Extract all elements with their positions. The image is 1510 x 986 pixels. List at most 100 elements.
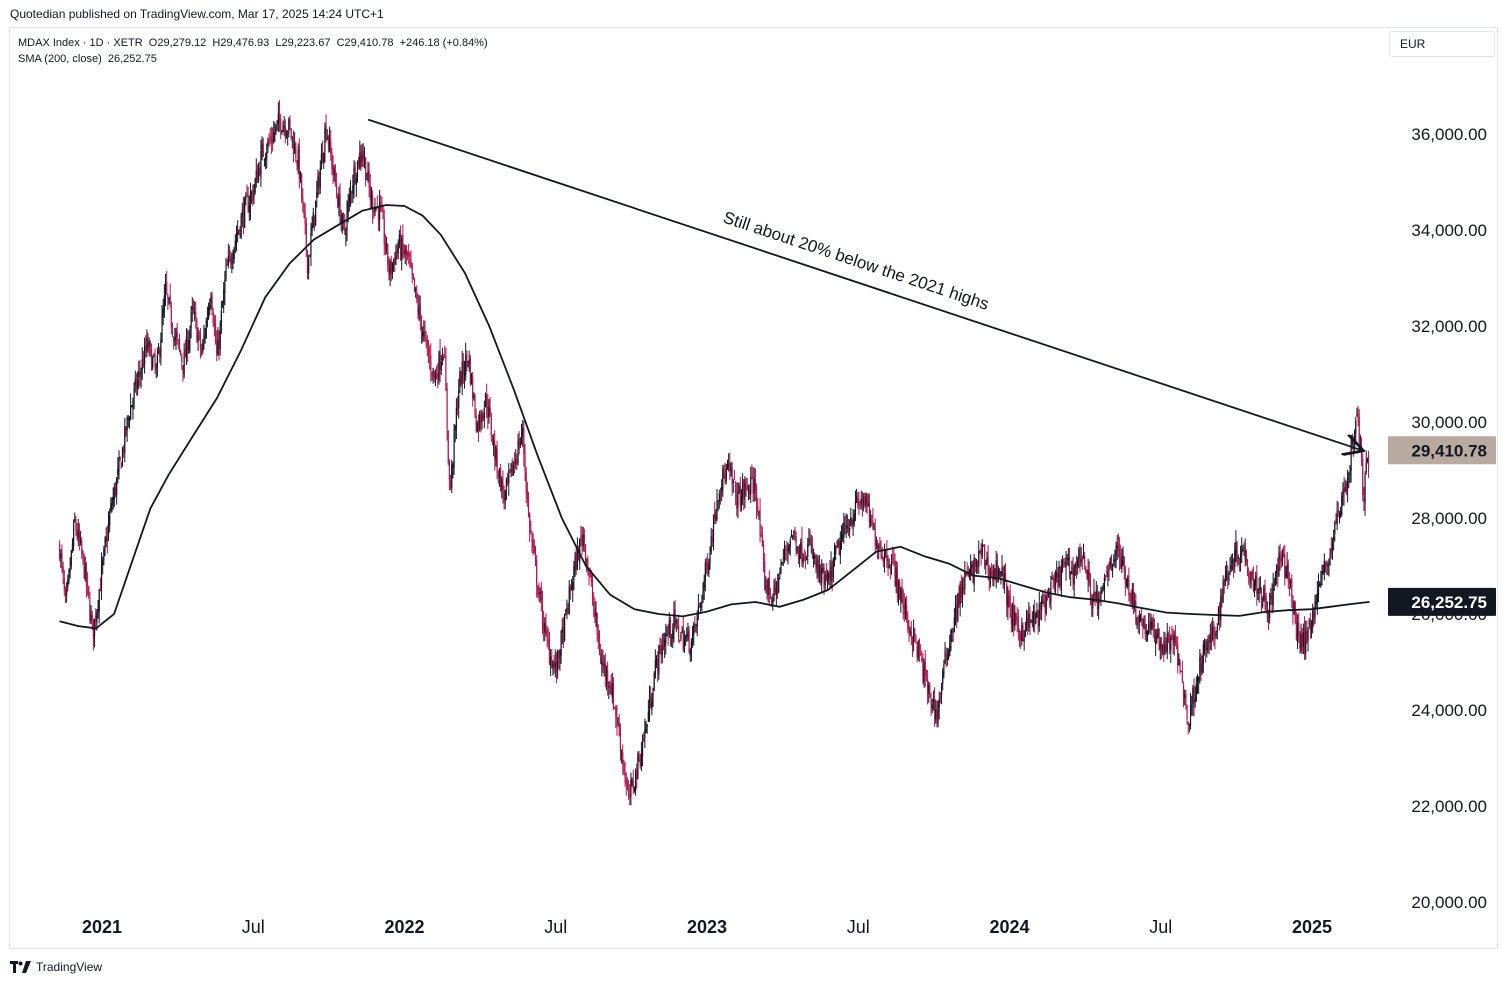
- candle: [1356, 407, 1358, 417]
- candle: [86, 572, 89, 596]
- candle: [1322, 564, 1324, 575]
- candle: [178, 333, 181, 353]
- candle: [1222, 575, 1224, 604]
- candle: [355, 172, 357, 197]
- candle: [284, 119, 286, 144]
- candle: [937, 700, 939, 728]
- candle: [920, 644, 922, 656]
- candle: [219, 320, 221, 356]
- candle: [696, 610, 698, 637]
- candle: [1188, 723, 1190, 733]
- candle: [953, 608, 955, 633]
- candle: [630, 772, 632, 806]
- candle: [868, 493, 871, 529]
- x-tick-label: 2024: [989, 917, 1029, 937]
- candle: [909, 626, 911, 637]
- candle: [255, 158, 257, 188]
- candle: [712, 514, 715, 551]
- candle: [1264, 579, 1266, 611]
- currency-selector[interactable]: EUR: [1389, 31, 1495, 57]
- candle: [510, 463, 512, 478]
- candle: [331, 147, 333, 176]
- candle: [477, 414, 480, 443]
- candle: [188, 330, 190, 354]
- candle: [846, 514, 848, 534]
- candle: [1099, 591, 1101, 604]
- candle: [829, 560, 831, 589]
- candle: [1337, 502, 1339, 518]
- candle: [722, 465, 724, 497]
- candle: [1059, 565, 1061, 591]
- candle: [231, 252, 233, 274]
- candle: [107, 511, 110, 542]
- legend-sma[interactable]: SMA (200, close) 26,252.75: [18, 53, 157, 65]
- candle: [308, 255, 310, 280]
- candle: [814, 552, 816, 565]
- candle: [190, 305, 192, 339]
- candle: [1299, 631, 1301, 654]
- candle: [99, 577, 101, 592]
- candle: [1100, 587, 1102, 607]
- candle: [503, 485, 505, 510]
- candle: [358, 156, 360, 170]
- candle: [1151, 617, 1153, 631]
- candle: [481, 409, 483, 430]
- y-tick-label: 32,000.00: [1411, 317, 1487, 336]
- candle: [853, 509, 855, 527]
- candle: [64, 586, 67, 604]
- candle: [221, 300, 224, 308]
- candle: [175, 327, 177, 350]
- y-tick-label: 28,000.00: [1411, 509, 1487, 528]
- candle: [1025, 609, 1028, 632]
- candle: [997, 566, 1000, 583]
- candle: [83, 553, 85, 579]
- candle: [911, 636, 914, 657]
- candle: [567, 603, 569, 615]
- y-axis: 36,000.00 34,000.00 32,000.00 30,000.00 28,0…: [1411, 125, 1487, 912]
- candle: [1053, 572, 1056, 593]
- candle: [214, 315, 217, 345]
- candle: [176, 323, 178, 345]
- candle: [383, 209, 385, 256]
- candle: [1067, 548, 1069, 567]
- candle: [328, 126, 331, 153]
- candle: [440, 354, 442, 376]
- candle: [1159, 636, 1161, 660]
- candle: [304, 203, 306, 235]
- candle: [320, 143, 323, 170]
- candle: [506, 472, 509, 487]
- candle: [294, 132, 296, 154]
- candle: [180, 349, 182, 356]
- candle: [972, 560, 974, 584]
- candle: [512, 461, 514, 476]
- candle: [832, 557, 834, 583]
- candle: [964, 561, 966, 596]
- candle: [597, 624, 599, 650]
- candle: [1101, 585, 1103, 594]
- candle: [604, 653, 606, 688]
- legend-symbol-ohlc[interactable]: MDAX Index · 1D · XETR O29,279.12 H29,47…: [18, 37, 488, 49]
- candle: [459, 367, 461, 393]
- candle: [1131, 582, 1133, 610]
- candle: [568, 579, 570, 615]
- candle: [223, 282, 225, 314]
- candle: [369, 173, 371, 209]
- x-axis: 2021 Jul 2022 Jul 2023 Jul 2024 Jul 2025: [82, 917, 1332, 937]
- candle: [544, 617, 546, 642]
- candle: [1175, 636, 1178, 650]
- candle: [1191, 695, 1193, 716]
- candle: [1231, 553, 1234, 571]
- candle: [1077, 556, 1079, 575]
- candle: [563, 613, 566, 642]
- candle: [1098, 591, 1100, 620]
- candle: [1365, 450, 1367, 475]
- candle: [361, 143, 363, 168]
- candle: [1308, 617, 1310, 629]
- candle: [772, 593, 774, 611]
- candle: [1144, 615, 1146, 641]
- candle: [576, 537, 578, 571]
- candle: [228, 245, 231, 263]
- candle: [1278, 545, 1280, 577]
- candle: [1366, 457, 1368, 464]
